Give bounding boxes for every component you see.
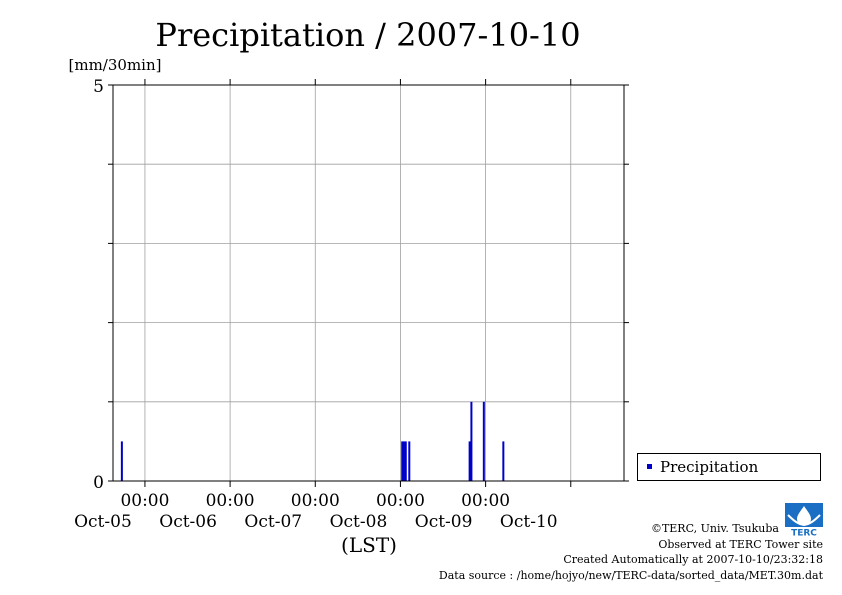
x-tick-date-label: Oct-10 — [500, 512, 558, 532]
y-tick-label: 0 — [93, 473, 104, 493]
x-tick-date-label: Oct-07 — [244, 512, 302, 532]
legend-label: Precipitation — [660, 458, 759, 476]
y-tick-label: 5 — [93, 77, 104, 97]
x-tick-date-label: Oct-08 — [330, 512, 388, 532]
x-tick-time-label: 00:00 — [120, 491, 169, 511]
legend: Precipitation — [637, 453, 821, 481]
x-tick-date-label: Oct-09 — [415, 512, 473, 532]
ticks — [108, 79, 629, 487]
precipitation-bar — [468, 441, 471, 481]
terc-logo-icon: TERC — [785, 503, 823, 537]
precipitation-bar — [482, 401, 485, 481]
created-text: Created Automatically at 2007-10-10/23:3… — [563, 553, 823, 566]
x-tick-time-label: 00:00 — [461, 491, 510, 511]
x-tick-time-label: 00:00 — [206, 491, 255, 511]
x-axis-label: (LST) — [341, 533, 397, 557]
svg-text:TERC: TERC — [791, 529, 817, 538]
precipitation-bar — [402, 441, 405, 481]
source-text: Data source : /home/hojyo/new/TERC-data/… — [438, 568, 823, 582]
x-tick-date-label: Oct-05 — [74, 512, 132, 532]
credits-block: ©TERC, Univ. Tsukuba Observed at TERC To… — [439, 521, 823, 583]
legend-swatch — [647, 464, 652, 469]
precipitation-bar — [502, 441, 505, 481]
site-text: Observed at TERC Tower site — [658, 537, 823, 551]
precipitation-bar — [408, 441, 411, 481]
tick-labels: 0500:00Oct-0500:00Oct-0600:00Oct-0700:00… — [74, 77, 558, 532]
plot-frame — [112, 84, 625, 482]
precipitation-bar — [404, 441, 407, 481]
precipitation-bar — [120, 441, 123, 481]
bars — [120, 401, 505, 481]
x-tick-date-label: Oct-06 — [159, 512, 217, 532]
chart-title: Precipitation / 2007-10-10 — [155, 16, 580, 54]
grid-lines — [113, 85, 624, 481]
x-tick-time-label: 00:00 — [291, 491, 340, 511]
x-tick-time-label: 00:00 — [376, 491, 425, 511]
precipitation-bar — [401, 441, 404, 481]
y-axis-label: [mm/30min] — [69, 56, 162, 74]
precipitation-bar — [470, 401, 473, 481]
copyright-text: ©TERC, Univ. Tsukuba — [650, 522, 779, 535]
